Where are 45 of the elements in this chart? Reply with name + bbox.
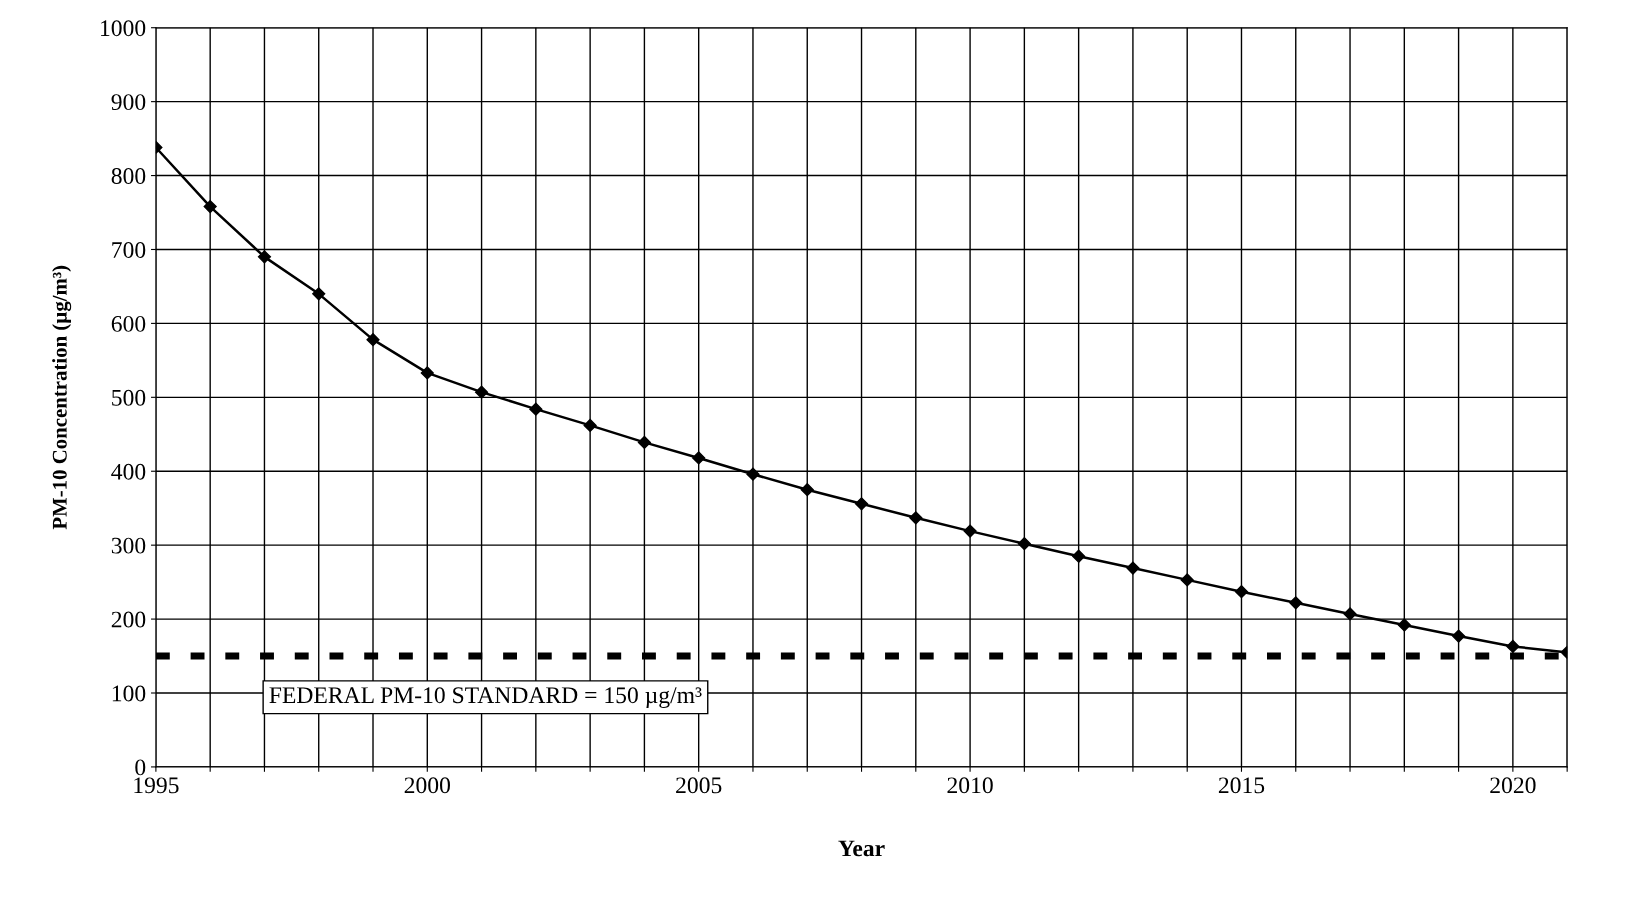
point — [1234, 585, 1249, 599]
x-tick-label: 2005 — [676, 777, 722, 794]
y-tick-label: 1000 — [101, 20, 146, 37]
y-tick-label: 200 — [111, 611, 146, 628]
y-tick-label: 100 — [112, 685, 146, 702]
x-tick-label: 2015 — [1218, 777, 1265, 794]
y-tick-label: 800 — [111, 168, 146, 184]
y-axis-title: PM-10 Concentration (µg/m³) — [52, 265, 72, 530]
point — [1126, 561, 1140, 575]
point — [963, 524, 977, 538]
x-tick-label: 2000 — [404, 777, 450, 794]
point — [692, 451, 706, 465]
ref-line-label: FEDERAL PM-10 STANDARD = 150 µg/m³ — [269, 687, 702, 709]
point — [1072, 549, 1086, 563]
point — [746, 467, 760, 481]
point — [529, 402, 543, 416]
point — [420, 366, 434, 380]
point — [1180, 573, 1194, 587]
point — [637, 435, 651, 449]
x-tick-label: 1995 — [134, 777, 179, 794]
y-tick-label: 500 — [112, 389, 146, 406]
point — [800, 483, 814, 497]
y-tick-label: 0 — [135, 759, 146, 776]
point — [257, 250, 272, 264]
y-tick-label: 300 — [111, 537, 146, 554]
point — [312, 287, 326, 301]
point — [583, 418, 597, 432]
y-tick-label: 600 — [111, 315, 146, 332]
point — [366, 333, 380, 347]
point — [1397, 618, 1411, 632]
y-tick-label: 400 — [111, 463, 146, 480]
x-tick-label: 2020 — [1490, 777, 1536, 794]
x-axis-title: Year — [838, 840, 885, 857]
y-tick-label: 900 — [111, 94, 146, 111]
point — [474, 385, 489, 399]
x-tick-label: 2010 — [947, 777, 993, 794]
point — [854, 497, 869, 511]
point — [1452, 629, 1466, 643]
point — [909, 511, 923, 525]
point — [1289, 596, 1303, 610]
point — [1343, 607, 1357, 621]
point — [1506, 639, 1520, 654]
point — [1017, 537, 1031, 551]
point — [203, 200, 217, 214]
y-tick-label: 700 — [112, 241, 146, 258]
